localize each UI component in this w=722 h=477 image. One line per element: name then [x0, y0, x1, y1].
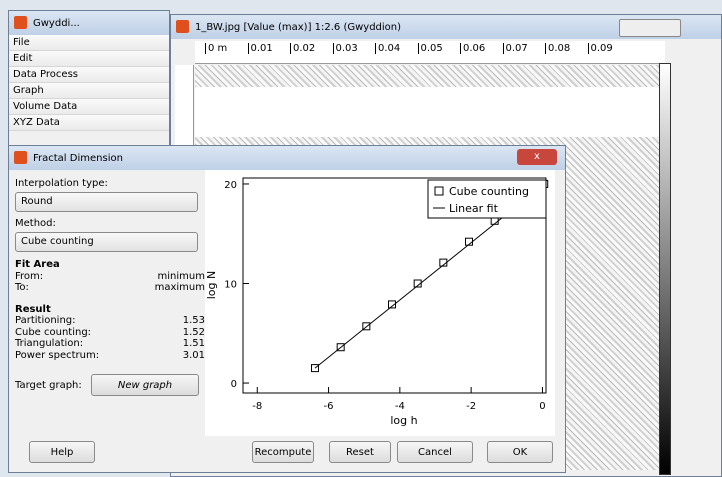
menu-item[interactable]: Data Process: [9, 67, 169, 83]
color-bar: [659, 63, 671, 475]
row: Cube counting: 1.52: [15, 327, 205, 338]
button[interactable]: Reset: [329, 441, 391, 463]
dialog-title: Fractal Dimension: [33, 153, 123, 164]
button[interactable]: OK: [487, 441, 553, 463]
y-tick-label: 20: [224, 180, 237, 191]
menu-item[interactable]: Edit: [9, 51, 169, 67]
menu-item[interactable]: Graph: [9, 83, 169, 99]
row-value: maximum: [155, 282, 205, 293]
label: Method:: [15, 218, 56, 229]
ruler-label: 0 m: [205, 43, 227, 54]
y-tick-label: 0: [231, 379, 237, 390]
x-tick-label: -6: [324, 401, 334, 412]
button[interactable]: Cancel: [397, 441, 473, 463]
x-tick-label: -8: [252, 401, 262, 412]
menu-item[interactable]: XYZ Data: [9, 115, 169, 131]
ruler-label: 0.06: [460, 43, 485, 54]
interpolation-combo[interactable]: Round: [15, 192, 198, 212]
button[interactable]: Recompute: [252, 441, 314, 463]
x-tick-label: -2: [466, 401, 476, 412]
row-label: Partitioning:: [15, 315, 76, 326]
label: Interpolation type:: [15, 178, 108, 189]
screen: 1_BW.jpg [Value (max)] 1:2.6 (Gwyddion) …: [0, 0, 722, 477]
ruler-label: 0.09: [588, 43, 613, 54]
button[interactable]: Help: [29, 441, 95, 463]
title-bar: 1_BW.jpg [Value (max)] 1:2.6 (Gwyddion): [171, 15, 721, 39]
ruler-label: 0.08: [545, 43, 570, 54]
row-label: Power spectrum:: [15, 350, 99, 361]
x-tick-label: -4: [395, 401, 405, 412]
row-label: From:: [15, 271, 43, 282]
close-button[interactable]: x: [517, 149, 557, 165]
row-label: Triangulation:: [15, 338, 83, 349]
row-value: 1.51: [183, 338, 205, 349]
window-controls[interactable]: [619, 19, 681, 37]
heading: Result: [15, 304, 51, 315]
row-label: To:: [15, 282, 29, 293]
window-title: 1_BW.jpg [Value (max)] 1:2.6 (Gwyddion): [195, 22, 401, 33]
y-tick-label: 10: [224, 280, 237, 291]
ruler-label: 0.01: [248, 43, 273, 54]
ruler-label: 0.03: [333, 43, 358, 54]
row-value: 1.53: [183, 315, 205, 326]
ruler-label: 0.04: [375, 43, 400, 54]
y-axis-label: log N: [205, 271, 218, 300]
legend-label: Linear fit: [449, 202, 499, 215]
row: Triangulation: 1.51: [15, 338, 205, 349]
legend-label: Cube counting: [449, 185, 529, 198]
row-value: 3.01: [183, 350, 205, 361]
ruler-label: 0.05: [418, 43, 443, 54]
row-value: 1.52: [183, 327, 205, 338]
title-bar: Gwyddi...: [9, 11, 169, 35]
image-band: [195, 87, 665, 137]
row: To: maximum: [15, 282, 205, 293]
row-label: Cube counting:: [15, 327, 91, 338]
row: From: minimum: [15, 271, 205, 282]
menu-item[interactable]: File: [9, 35, 169, 51]
legend-swatch: [435, 187, 443, 195]
heading: Fit Area: [15, 259, 60, 270]
label: Target graph:: [15, 380, 82, 391]
row: Partitioning: 1.53: [15, 315, 205, 326]
method-combo[interactable]: Cube counting: [15, 232, 198, 252]
row-value: minimum: [158, 271, 205, 282]
row: Power spectrum: 3.01: [15, 350, 205, 361]
window-title: Gwyddi...: [33, 18, 80, 29]
x-axis-label: log h: [390, 414, 417, 427]
x-tick-label: 0: [539, 401, 545, 412]
ruler-label: 0.07: [503, 43, 528, 54]
chart: log h log N -8 -6 -4 -2 0 0 10 20 Cube counting L…: [205, 170, 555, 436]
title-bar: Fractal Dimension x: [9, 146, 565, 170]
menu-item[interactable]: Volume Data: [9, 99, 169, 115]
ruler: 0 m 0.01 0.02 0.03 0.04 0.05 0.06 0.07 0.08 0.09: [195, 41, 665, 64]
target-button[interactable]: New graph: [91, 374, 199, 396]
ruler-label: 0.02: [290, 43, 315, 54]
